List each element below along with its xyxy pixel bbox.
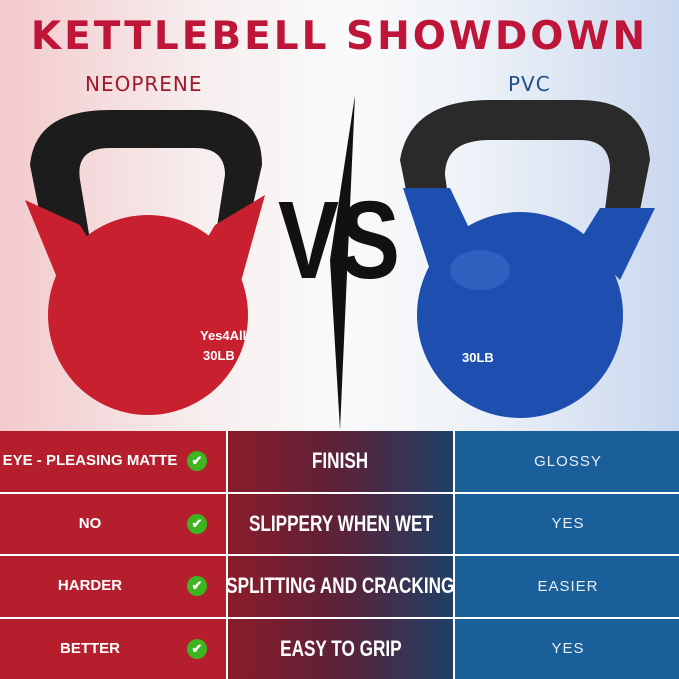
- feature-cell: SPLITTING AND CRACKING: [226, 556, 455, 617]
- pvc-kettlebell: 30LB: [400, 100, 655, 418]
- comparison-table: EYE - PLEASING MATTE ✔ FINISH GLOSSY NO ✔ …: [0, 431, 679, 679]
- neoprene-cell: HARDER ✔: [0, 556, 226, 617]
- vs-graphic: VS: [278, 95, 400, 430]
- feature-cell: EASY TO GRIP: [228, 618, 453, 679]
- pvc-cell: EASIER: [455, 556, 679, 617]
- neoprene-cell: BETTER ✔: [0, 618, 226, 679]
- feature-cell: FINISH: [228, 431, 453, 492]
- check-icon: ✔: [187, 451, 207, 472]
- vs-text: VS: [278, 179, 400, 302]
- pvc-cell: YES: [455, 493, 679, 554]
- left-weight-label: 30LB: [203, 348, 235, 363]
- brand-logo: Yes4All: [200, 328, 246, 343]
- check-icon: ✔: [187, 576, 207, 597]
- neoprene-value: BETTER: [60, 639, 120, 657]
- feature-label: SPLITTING AND CRACKING: [226, 573, 455, 599]
- page-title: KETTLEBELL SHOWDOWN: [30, 14, 649, 59]
- check-icon: ✔: [187, 638, 207, 659]
- right-weight-label: 30LB: [462, 350, 494, 365]
- neoprene-value: EYE - PLEASING MATTE: [2, 452, 178, 470]
- pvc-cell: GLOSSY: [455, 431, 679, 492]
- neoprene-label: NEOPRENE: [85, 72, 203, 96]
- neoprene-cell: NO ✔: [0, 493, 226, 554]
- pvc-cell: YES: [455, 618, 679, 679]
- feature-label: SLIPPERY WHEN WET: [248, 510, 433, 536]
- neoprene-value: HARDER: [57, 577, 123, 595]
- feature-label: EASY TO GRIP: [279, 635, 402, 661]
- feature-label: FINISH: [312, 448, 369, 474]
- neoprene-cell: EYE - PLEASING MATTE ✔: [0, 431, 226, 492]
- kettlebell-illustration: Yes4All 30LB VS 30LB: [25, 95, 655, 430]
- pvc-label: PVC: [508, 72, 551, 96]
- neoprene-kettlebell: Yes4All 30LB: [25, 110, 265, 415]
- check-icon: ✔: [187, 513, 207, 534]
- feature-cell: SLIPPERY WHEN WET: [228, 493, 453, 554]
- neoprene-value: NO: [78, 514, 102, 532]
